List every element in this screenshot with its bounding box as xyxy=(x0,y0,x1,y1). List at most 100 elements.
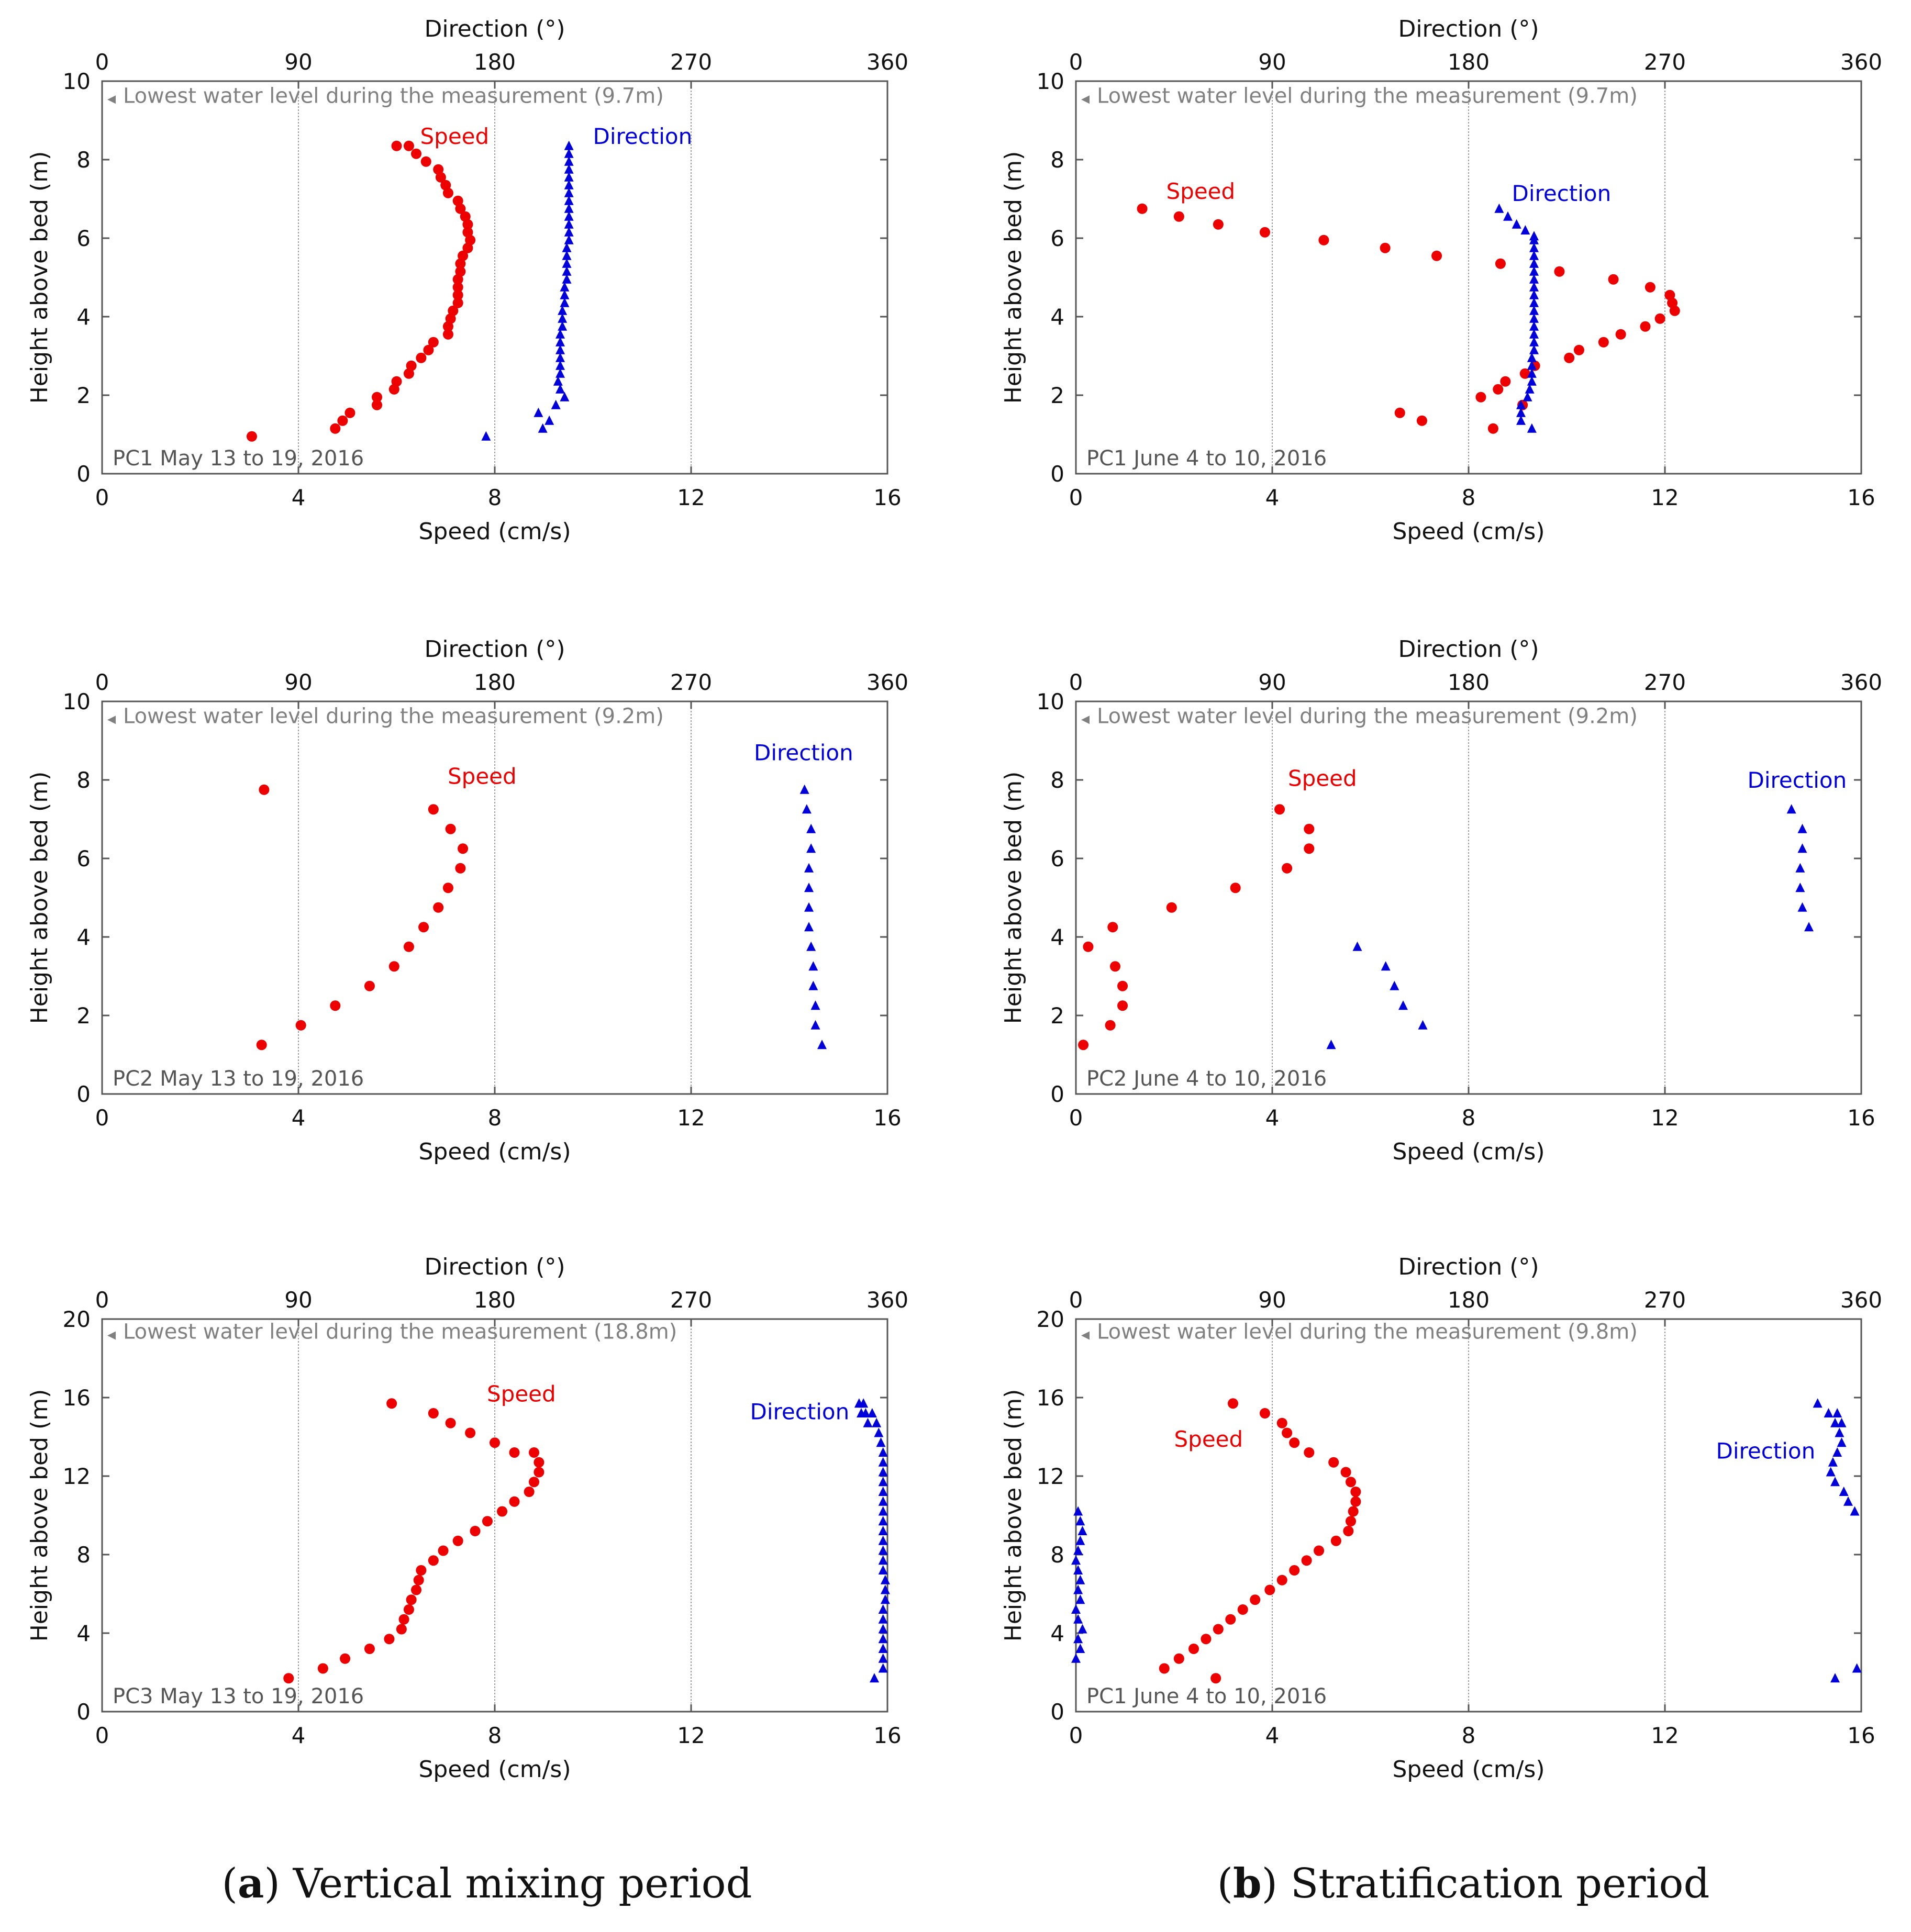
direction-point xyxy=(1075,1535,1085,1545)
x-tick-label: 12 xyxy=(1651,1105,1679,1131)
speed-point xyxy=(1314,1545,1325,1556)
x2-tick-label: 0 xyxy=(95,49,109,75)
x-tick-label: 0 xyxy=(1069,1723,1083,1748)
caption-a-prefix: ( xyxy=(221,1860,237,1907)
direction-point xyxy=(1503,211,1513,221)
x-tick-label: 16 xyxy=(1847,485,1875,510)
direction-point xyxy=(1527,423,1537,433)
y-tick-label: 12 xyxy=(1037,1464,1064,1489)
speed-point xyxy=(435,172,446,183)
speed-point xyxy=(396,1624,407,1635)
y-tick-label: 6 xyxy=(1050,846,1064,872)
y-tick-label: 8 xyxy=(1050,1542,1064,1568)
speed-point xyxy=(509,1447,520,1458)
direction-point xyxy=(1073,1545,1083,1555)
direction-point xyxy=(1529,258,1539,268)
direction-point xyxy=(854,1398,864,1408)
speed-point xyxy=(470,1526,481,1536)
speed-point xyxy=(256,1040,267,1051)
speed-point xyxy=(398,1614,409,1625)
direction-point xyxy=(1071,1555,1081,1565)
speed-point xyxy=(1289,1437,1300,1448)
panel-tag: PC2 June 4 to 10, 2016 xyxy=(1086,1067,1327,1091)
direction-point xyxy=(1850,1506,1860,1516)
speed-point xyxy=(438,1545,449,1556)
speed-point xyxy=(465,1427,476,1438)
note-marker-icon xyxy=(1081,95,1090,104)
direction-point xyxy=(1075,1594,1085,1604)
speed-point xyxy=(1289,1565,1300,1576)
speed-point xyxy=(1276,1574,1287,1585)
speed-point xyxy=(1110,961,1120,972)
x2-tick-label: 360 xyxy=(866,1287,908,1313)
direction-point xyxy=(564,140,574,150)
direction-point xyxy=(878,1457,888,1467)
speed-point xyxy=(1564,352,1575,363)
direction-point xyxy=(1077,1526,1087,1535)
y-tick-label: 6 xyxy=(1050,226,1064,251)
y-tick-label: 4 xyxy=(76,304,91,330)
direction-point xyxy=(878,1614,888,1624)
speed-point xyxy=(482,1516,493,1527)
direction-label: Direction xyxy=(754,740,853,766)
panel-tag: PC3 May 13 to 19, 2016 xyxy=(113,1684,364,1708)
direction-point xyxy=(1398,1000,1408,1010)
y-tick-label: 4 xyxy=(1050,924,1064,950)
direction-point xyxy=(874,1427,884,1437)
x-tick-label: 12 xyxy=(677,485,705,510)
speed-point xyxy=(458,250,469,261)
panel-a2: 0 4 8 12 16 0 90 180 270 360 0 2 4 6 8 10 Speed (cm/s) Di… xyxy=(26,636,908,1165)
x2-axis-label: Direction (°) xyxy=(1398,1254,1539,1280)
x2-tick-label: 270 xyxy=(1644,49,1686,75)
direction-point xyxy=(564,219,574,229)
x-tick-label: 0 xyxy=(95,1105,109,1131)
x-tick-label: 12 xyxy=(1651,1723,1679,1748)
direction-point xyxy=(878,1447,888,1457)
direction-point xyxy=(1786,804,1796,814)
direction-point xyxy=(555,352,565,362)
water-level-note: Lowest water level during the measuremen… xyxy=(1097,84,1638,108)
panel-tag: PC1 June 4 to 10, 2016 xyxy=(1086,1684,1327,1708)
speed-point xyxy=(455,258,466,269)
y-tick-label: 10 xyxy=(63,689,91,714)
speed-point xyxy=(497,1506,508,1517)
direction-point xyxy=(804,863,814,873)
speed-point xyxy=(534,1467,545,1478)
y-tick-label: 6 xyxy=(76,846,91,872)
x-axis-label: Speed (cm/s) xyxy=(1392,1138,1545,1165)
x-tick-label: 4 xyxy=(1265,1723,1280,1748)
speed-point xyxy=(534,1457,545,1468)
direction-point xyxy=(1795,883,1805,892)
speed-point xyxy=(1137,203,1148,214)
speed-point xyxy=(1667,297,1678,308)
panel-tag: PC2 May 13 to 19, 2016 xyxy=(113,1067,364,1091)
x2-tick-label: 0 xyxy=(95,1287,109,1313)
speed-point xyxy=(330,1000,341,1011)
speed-point xyxy=(1210,1673,1221,1684)
direction-point xyxy=(861,1408,871,1417)
direction-point xyxy=(564,148,574,158)
speed-point xyxy=(1519,368,1530,379)
speed-label: Speed xyxy=(1166,178,1236,204)
y-tick-label: 4 xyxy=(76,924,91,950)
speed-point xyxy=(1225,1614,1236,1625)
speed-point xyxy=(1346,1477,1356,1488)
y-tick-label: 2 xyxy=(76,1003,91,1029)
direction-point xyxy=(1073,1584,1083,1594)
y-tick-label: 2 xyxy=(1050,383,1064,408)
x2-tick-label: 360 xyxy=(866,49,908,75)
x-tick-label: 0 xyxy=(95,485,109,510)
direction-point xyxy=(555,368,565,378)
direction-point xyxy=(564,187,574,197)
direction-point xyxy=(878,1545,888,1555)
note-marker-icon xyxy=(1081,1331,1090,1340)
direction-point xyxy=(878,1644,888,1653)
x2-tick-label: 0 xyxy=(1069,49,1083,75)
speed-point xyxy=(403,368,414,379)
speed-point xyxy=(1107,922,1118,933)
panel-b1: 0 4 8 12 16 0 90 180 270 360 0 2 4 6 8 10 Speed (cm/s) Di… xyxy=(1000,16,1882,545)
direction-point xyxy=(1527,352,1537,362)
direction-point xyxy=(560,297,570,307)
speed-point xyxy=(1475,392,1486,403)
direction-point xyxy=(1795,863,1805,873)
